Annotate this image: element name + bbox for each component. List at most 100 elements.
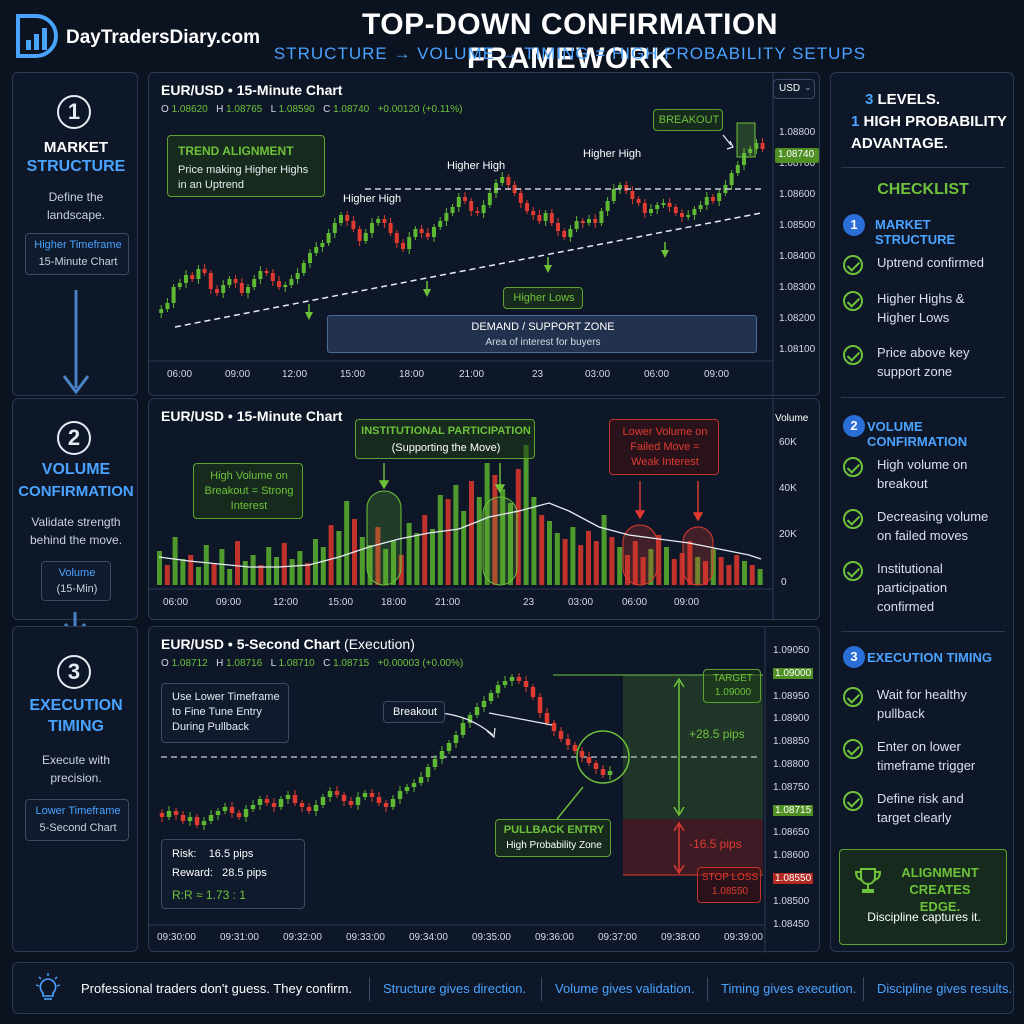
low-volume-text: Lower Volume on Failed Move = Weak Inter… [622, 426, 708, 468]
c-label-3: C [323, 658, 331, 669]
check-item[interactable]: Uptrend confirmed [843, 253, 1013, 275]
candle-body [208, 815, 214, 821]
axis-tick-label: 1.08600 [779, 189, 816, 200]
candle-body [469, 201, 474, 211]
volume-bar [703, 561, 708, 585]
axis-tick-label: 09:34:00 [409, 932, 448, 943]
candle-body [593, 219, 598, 223]
reward-row: Reward: 28.5 pips [172, 867, 267, 879]
inst-title: INSTITUTIONAL PARTICIPATION [361, 425, 531, 437]
candle-body [320, 797, 326, 805]
candle-body [456, 197, 461, 207]
candle-body [488, 693, 494, 701]
stop-loss-box: STOP LOSS 1.08550 [697, 867, 761, 903]
zone-desc: Area of interest for buyers [485, 337, 601, 348]
plus-pips: +28.5 pips [689, 727, 745, 741]
candle-body [390, 799, 396, 807]
pullback-desc: High Probability Zone [506, 840, 602, 851]
logo-icon [16, 14, 58, 58]
check-item[interactable]: High volume on breakout [843, 455, 1013, 495]
step-2-title-b: CONFIRMATION [18, 483, 134, 500]
candle-body [518, 193, 523, 203]
volume-bar [656, 535, 662, 585]
candle-body [506, 177, 511, 185]
target-value: 1.09000 [714, 687, 752, 698]
check-item-text: Wait for healthy pullback [877, 687, 967, 721]
candle-body [171, 287, 176, 303]
candle-body [704, 197, 709, 205]
volume-bar [469, 481, 474, 585]
axis-tick-label: 12:00 [282, 369, 308, 380]
section-2-number: 2 [843, 415, 865, 437]
candle-body [525, 203, 529, 211]
volume-bar [687, 541, 693, 585]
candle-body [568, 229, 573, 237]
higher-high-label-1: Higher High [343, 193, 402, 205]
candle-body [227, 279, 232, 285]
alignment-edge-box: ALIGNMENT CREATES EDGE. Discipline captu… [839, 849, 1007, 945]
volume-bar [250, 555, 256, 585]
volume-bar [554, 533, 560, 585]
axis-tick-label: 06:00 [163, 597, 189, 608]
inst-desc: (Supporting the Move) [391, 442, 501, 454]
chart1-title: EUR/USD • 15-Minute Chart [161, 82, 343, 98]
check-item[interactable]: Decreasing volume on failed moves [843, 507, 1013, 547]
candle-body [453, 735, 459, 743]
check-icon [843, 255, 863, 275]
candle-body [332, 223, 337, 233]
check-item[interactable]: Institutional participation confirmed [843, 559, 1013, 617]
axis-tick-label: 09:31:00 [220, 932, 259, 943]
check-item[interactable]: Wait for healthy pullback [843, 685, 1013, 725]
candle-body [159, 813, 165, 817]
edge-desc: Discipline captures it. [867, 910, 981, 924]
open-value-3: 1.08712 [171, 658, 208, 669]
axis-tick-label: 06:00 [167, 369, 193, 380]
axis-tick-label: 1.08500 [779, 220, 816, 231]
candle-body [258, 271, 263, 279]
candle-body [194, 817, 200, 825]
volume-bar [180, 559, 186, 585]
axis-tick-label: 09:39:00 [724, 932, 763, 943]
risk-reward-box: Risk: 16.5 pips Reward: 28.5 pips R:R ≈ … [161, 839, 305, 909]
volume-bar [258, 565, 264, 585]
candle-body [742, 153, 746, 165]
axis-tick-label: 1.08550 [773, 873, 814, 884]
candle-body [432, 227, 436, 237]
check-item[interactable]: Define risk and target clearly [843, 789, 1013, 829]
candle-body [760, 143, 765, 149]
candle-body [285, 795, 291, 799]
step-2-number: 2 [57, 421, 91, 455]
l-label: L [270, 104, 276, 115]
candle-body [370, 223, 374, 233]
candle-body [537, 697, 543, 713]
candle-body [327, 791, 333, 797]
trophy-icon [854, 868, 882, 893]
check-item[interactable]: Enter on lower timeframe trigger [843, 737, 1013, 777]
check-item[interactable]: Price above key support zone [843, 343, 1013, 383]
candle-body [446, 743, 452, 751]
volume-bar [289, 559, 295, 585]
trend-desc: Price making Higher Highs in an Uptrend [178, 164, 309, 191]
candle-body [537, 215, 542, 221]
candle-body [326, 233, 331, 243]
high-value-3: 1.08716 [226, 658, 263, 669]
step-1-tag: Higher Timeframe 15-Minute Chart [25, 233, 129, 275]
volume-bar [196, 567, 201, 585]
volume-bar [632, 541, 638, 585]
volume-chart-panel: EUR/USD • 15-Minute Chart Volume INSTITU… [148, 398, 820, 621]
footer-item-timing: Timing gives execution. [721, 981, 857, 996]
step-1-desc: Define the landscape. [46, 190, 106, 222]
candle-body [474, 707, 480, 715]
lower-timeframe-note: Use Lower Timeframe to Fine Tune Entry D… [161, 683, 289, 743]
currency-select[interactable]: USD ⌄ [773, 79, 815, 99]
candle-body [308, 253, 312, 263]
candle-body [270, 273, 275, 281]
axis-tick-label: 06:00 [622, 597, 648, 608]
volume-bar [188, 555, 194, 585]
h-label-3: H [216, 658, 224, 669]
volume-bar [562, 539, 568, 585]
check-item[interactable]: Higher Highs & Higher Lows [843, 289, 1013, 329]
axis-tick-label: 1.08300 [779, 282, 816, 293]
candle-body [180, 815, 186, 821]
candle-body [301, 263, 306, 273]
